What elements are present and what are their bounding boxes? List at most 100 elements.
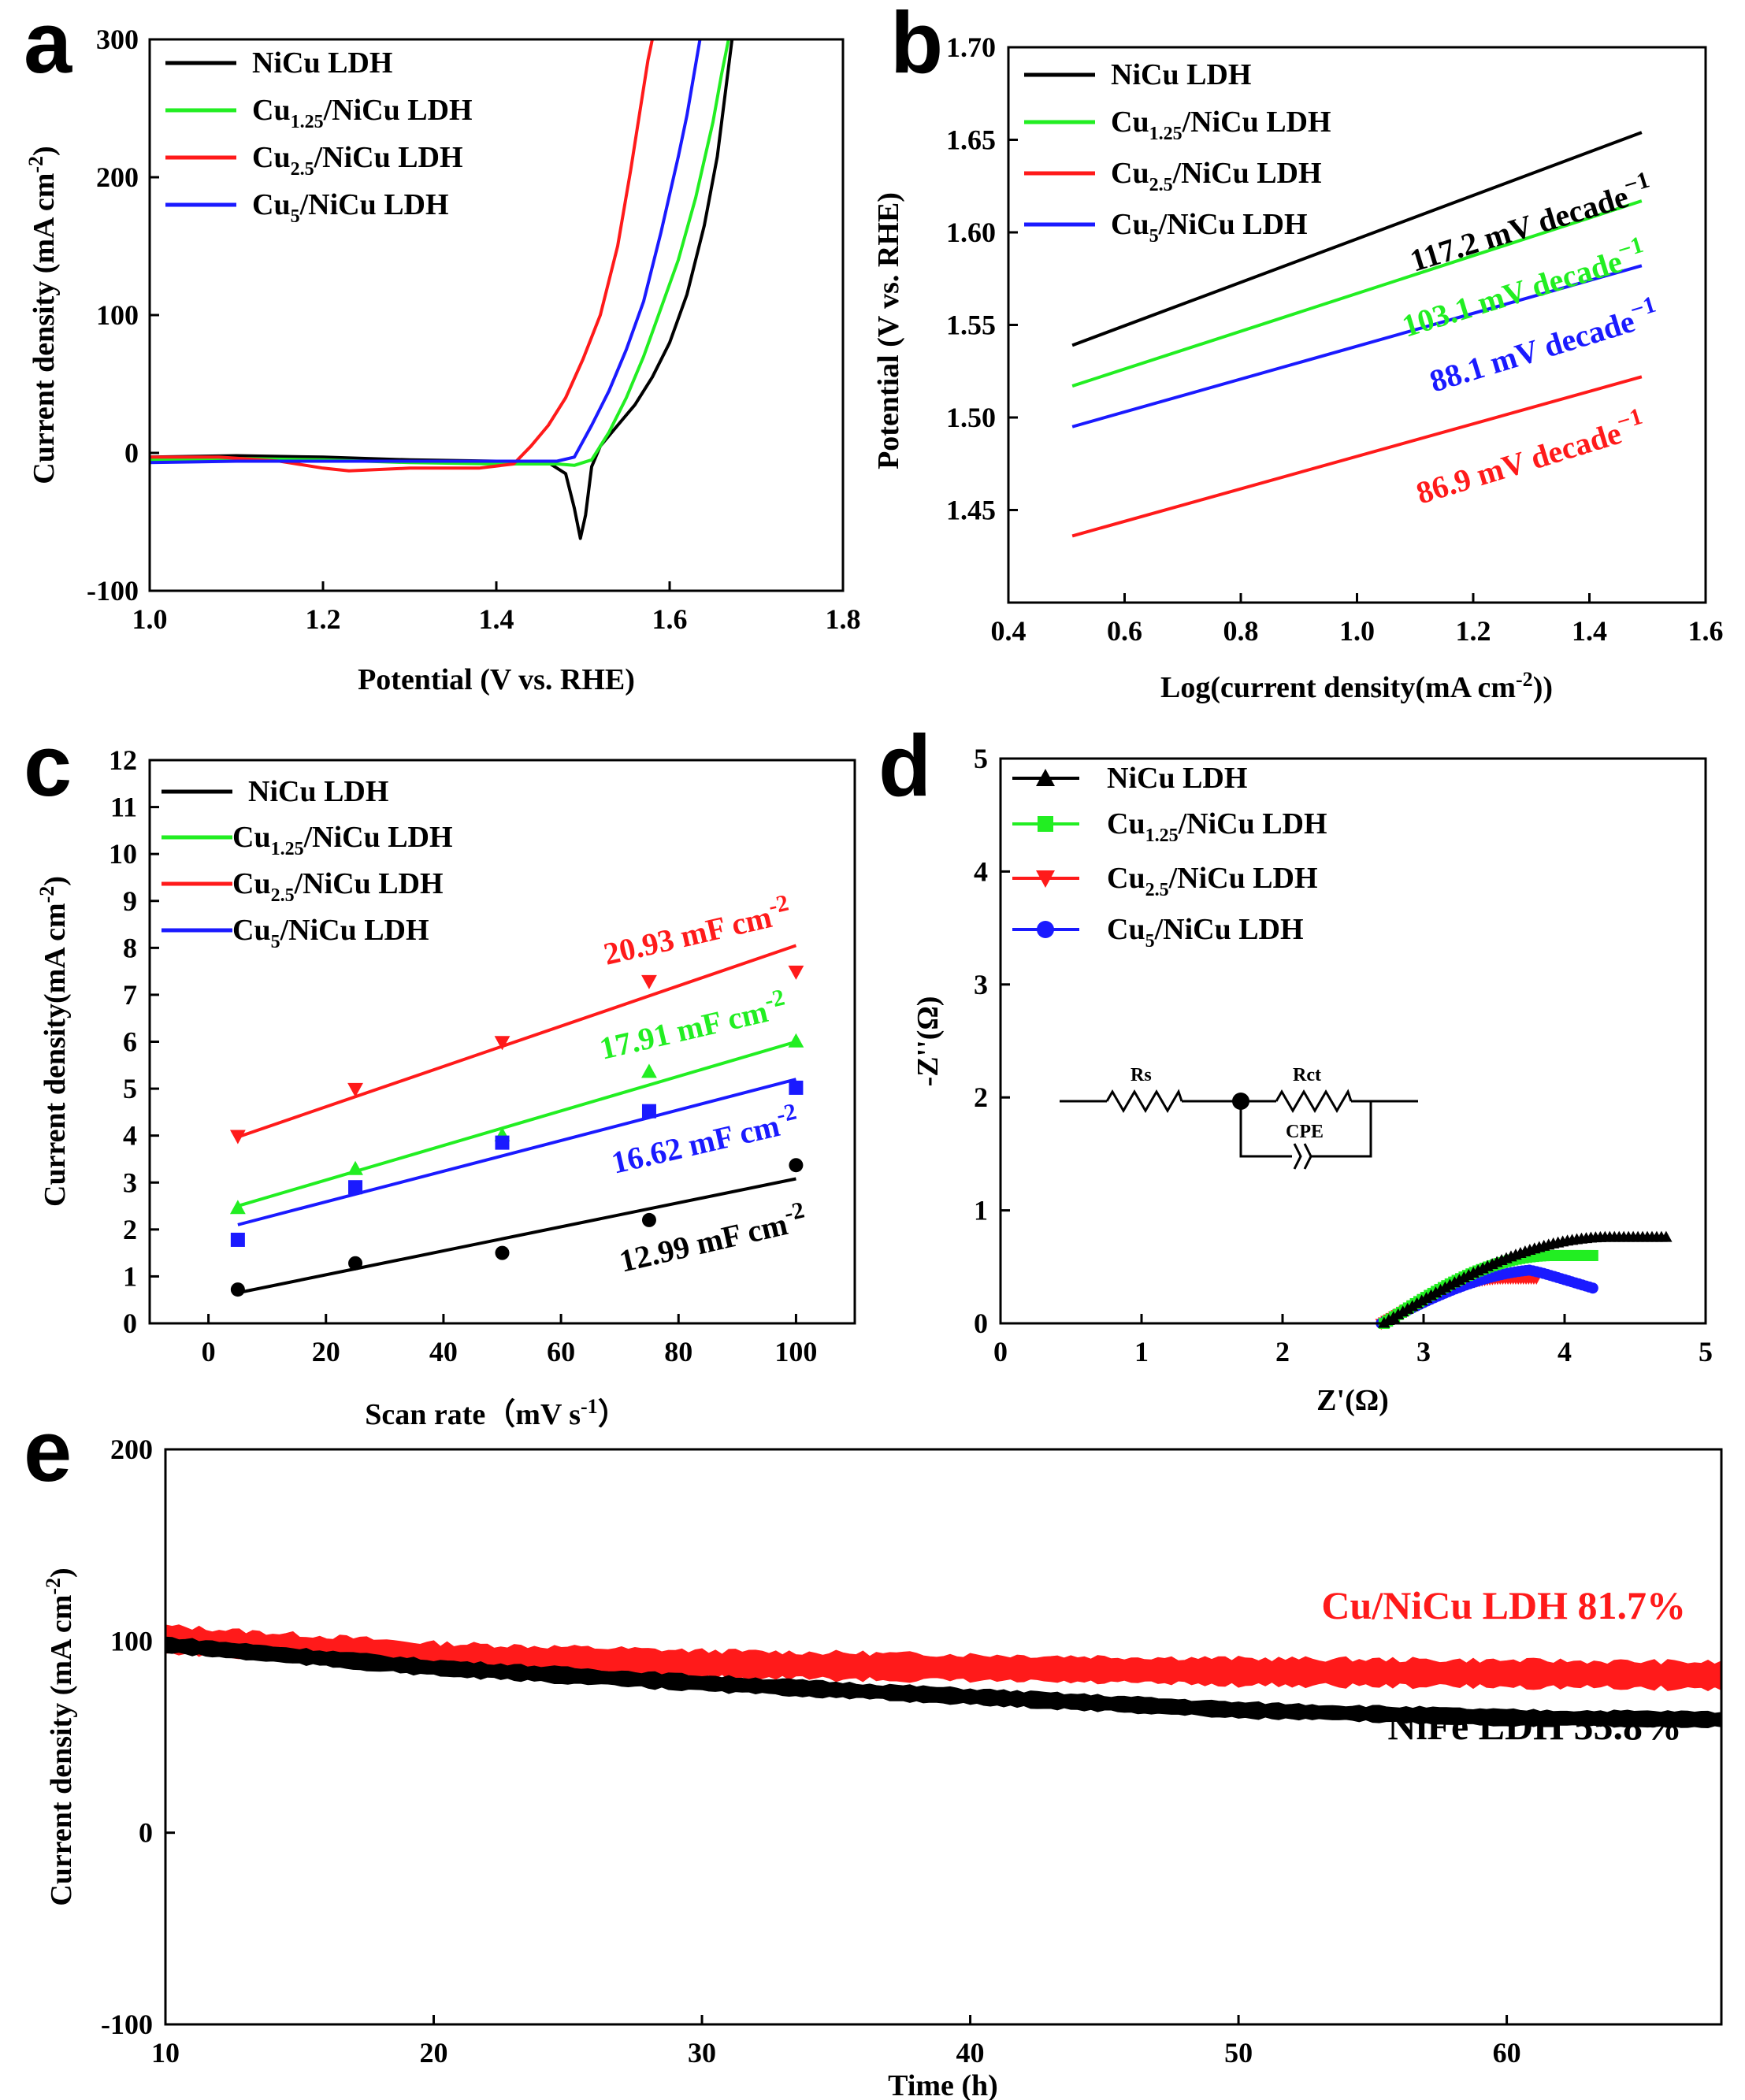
panel-c-xtick-label: 20 (312, 1336, 340, 1367)
cdl-point-cu5-nicu-ldh (348, 1180, 363, 1195)
panel-c-ytick-label: 4 (123, 1120, 137, 1152)
lsv-curve-cu5-nicu-ldh (149, 39, 702, 465)
legend-b-label-3: Cu2.5/NiCu LDH (1111, 157, 1322, 195)
panel-e-frame (164, 1448, 1723, 2026)
legend-a-label-2: Cu1.25/NiCu LDH (252, 94, 473, 132)
panel-letter-b: b (890, 0, 943, 91)
panel-c-xtick-label: 40 (429, 1336, 458, 1367)
cdl-point-nicu-ldh (789, 1158, 804, 1173)
cpe-plate-1 (1293, 1143, 1302, 1170)
panel-b: b 0.4 0.6 0.8 1.0 1.2 1.4 1.6 1.45 1.50 1.55 1.60 1… (872, 0, 1724, 704)
panel-d-curves (1375, 1230, 1673, 1330)
panel-c-ylabel: Current density(mA cm-2) (35, 876, 72, 1207)
panel-c-ytick-label: 0 (123, 1308, 137, 1339)
panel-e-ytick-label: -100 (101, 2009, 153, 2040)
panel-c-xtick-label: 0 (202, 1336, 216, 1367)
cdl-point-nicu-ldh (641, 1212, 656, 1227)
panel-a-xtick-label: 1.0 (132, 603, 168, 635)
panel-e-xtick-label: 60 (1493, 2037, 1521, 2068)
panel-a-curves (149, 39, 734, 540)
circuit-branch-right (1311, 1101, 1372, 1158)
panel-d-ytick-label: 4 (974, 855, 988, 887)
cdl-label-cu125: 17.91 mF cm-2 (596, 985, 791, 1067)
legend-c-label-1: NiCu LDH (248, 775, 388, 808)
panel-d-ticks: 0 1 2 3 4 5 0 1 2 3 4 5 (974, 743, 1713, 1367)
tafel-line-cu1-25-nicu-ldh (1071, 199, 1643, 388)
panel-b-ytick-label: 1.70 (946, 32, 996, 63)
legend-c-label-4: Cu5/NiCu LDH (232, 914, 429, 952)
cpe-plate-2 (1303, 1143, 1312, 1170)
cdl-point-cu2-5-nicu-ldh (494, 1036, 511, 1051)
panel-a-xtick-label: 1.6 (652, 603, 688, 635)
panel-a-ytick-label: 100 (96, 299, 139, 331)
panel-b-ytick-label: 1.45 (946, 495, 996, 526)
panel-b-xlabel: Log(current density(mA cm-2)) (1160, 668, 1553, 704)
panel-c-ytick-label: 5 (123, 1073, 137, 1104)
resistor-rct-label: Rct (1293, 1065, 1321, 1085)
panel-e-xtick-label: 30 (688, 2037, 716, 2068)
panel-b-xtick-label: 1.0 (1339, 615, 1375, 647)
panel-a-frame (148, 38, 845, 592)
panel-a-ytick-label: 300 (96, 24, 139, 55)
panel-e: e 10 20 30 40 50 60 -100 0 100 200 Time (h) Curre… (24, 1403, 1723, 2100)
panel-b-ytick-label: 1.55 (946, 310, 996, 341)
panel-c-frame (148, 759, 856, 1325)
legend-a-label-1: NiCu LDH (252, 46, 392, 80)
cdl-point-cu1-25-nicu-ldh (641, 1063, 657, 1078)
cdl-point-cu2-5-nicu-ldh (641, 974, 657, 989)
panel-e-ytick-label: 0 (139, 1817, 153, 1849)
cdl-point-cu5-nicu-ldh (230, 1232, 245, 1247)
legend-b-label-2: Cu1.25/NiCu LDH (1111, 106, 1331, 144)
cdl-point-cu5-nicu-ldh (789, 1080, 804, 1095)
lsv-curve-cu2-5-nicu-ldh (150, 39, 654, 473)
panel-d-xtick-label: 2 (1275, 1336, 1290, 1367)
panel-c-ytick-label: 1 (123, 1260, 137, 1292)
panel-b-xtick-label: 1.2 (1456, 615, 1491, 647)
panel-b-annotations: 117.2 mV decade−1 103.1 mV decade−1 88.1… (1398, 167, 1658, 511)
panel-d-xlabel: Z'(Ω) (1316, 1384, 1389, 1417)
legend-b-label-4: Cu5/NiCu LDH (1111, 208, 1308, 247)
cdl-fit-cu2-5-nicu-ldh (237, 944, 797, 1139)
panel-d-xtick-label: 3 (1416, 1336, 1431, 1367)
panel-c-xlabel: Scan rate（mV s-1） (365, 1395, 627, 1431)
legend-d-marker-4 (1037, 921, 1054, 938)
panel-d-frame (999, 757, 1707, 1325)
panel-b-ytick-label: 1.60 (946, 217, 996, 248)
panel-b-xtick-label: 0.6 (1107, 615, 1142, 647)
nyquist-point-nicu-ldh (1402, 1302, 1414, 1314)
panel-d-xtick-label: 0 (993, 1336, 1008, 1367)
legend-c-label-2: Cu1.25/NiCu LDH (232, 821, 453, 859)
legend-d-marker-2 (1038, 816, 1053, 832)
cdl-point-nicu-ldh (495, 1245, 510, 1260)
stability-label-cu-nicu: Cu/NiCu LDH 81.7% (1321, 1583, 1686, 1627)
legend-d-label-2: Cu1.25/NiCu LDH (1107, 807, 1327, 846)
panel-c-ytick-label: 6 (123, 1026, 137, 1058)
legend-d-label-4: Cu5/NiCu LDH (1107, 913, 1304, 952)
panel-letter-c: c (24, 718, 72, 814)
cdl-fit-nicu-ldh (237, 1177, 796, 1295)
panel-d-xtick-label: 4 (1558, 1336, 1572, 1367)
nyquist-point-cu5-nicu-ldh (1587, 1282, 1598, 1294)
panel-c-ytick-label: 2 (123, 1214, 137, 1245)
legend-a-label-4: Cu5/NiCu LDH (252, 188, 449, 227)
panel-c-ytick-label: 10 (109, 838, 137, 870)
panel-c-xtick-label: 80 (664, 1336, 692, 1367)
panel-letter-e: e (24, 1403, 72, 1500)
resistor-rs-label: Rs (1131, 1065, 1152, 1085)
nyquist-point-nicu-ldh (1392, 1308, 1405, 1319)
slope-label-cu25: 86.9 mV decade−1 (1411, 403, 1650, 511)
panel-e-ylabel: Current density (mA cm-2) (42, 1568, 78, 1905)
panel-c-ytick-label: 7 (123, 979, 137, 1011)
panel-c-xtick-label: 100 (774, 1336, 817, 1367)
panel-b-legend: NiCu LDH Cu1.25/NiCu LDH Cu2.5/NiCu LDH … (1024, 58, 1331, 247)
panel-a-xlabel: Potential (V vs. RHE) (358, 663, 635, 696)
cdl-fit-cu1-25-nicu-ldh (237, 1040, 796, 1208)
cdl-point-nicu-ldh (230, 1282, 245, 1297)
panel-a-xtick-label: 1.4 (479, 603, 514, 635)
panel-d-ytick-label: 2 (974, 1082, 988, 1113)
cpe-label: CPE (1286, 1122, 1324, 1142)
panel-a-ytick-label: 0 (124, 437, 139, 469)
panel-d-xtick-label: 5 (1699, 1336, 1713, 1367)
